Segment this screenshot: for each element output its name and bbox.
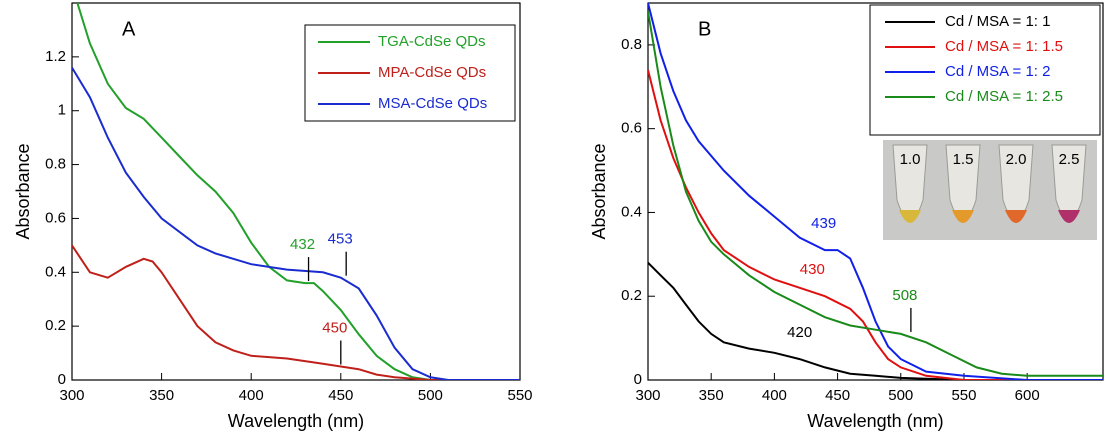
- tube-liquid: [899, 210, 921, 223]
- y-tick-label: 0.6: [45, 209, 66, 226]
- panel-label: B: [698, 18, 711, 40]
- annotation: 450: [322, 320, 347, 337]
- annotation: 432: [290, 236, 315, 253]
- y-tick-label: 0.2: [621, 287, 642, 304]
- y-tick-label: 0: [58, 371, 66, 388]
- annotation: 508: [892, 287, 917, 304]
- x-axis-label: Wavelength (nm): [807, 411, 943, 431]
- x-tick-label: 550: [951, 387, 976, 404]
- x-tick-label: 350: [149, 387, 174, 404]
- x-tick-label: 550: [507, 387, 532, 404]
- y-tick-label: 0.6: [621, 120, 642, 137]
- x-tick-label: 300: [59, 387, 84, 404]
- x-tick-label: 500: [888, 387, 913, 404]
- legend-label: Cd / MSA = 1: 2: [945, 63, 1050, 80]
- y-tick-label: 0: [634, 371, 642, 388]
- x-tick-label: 500: [418, 387, 443, 404]
- x-tick-label: 450: [328, 387, 353, 404]
- plot-frame: [71, 2, 521, 381]
- series-line: [648, 3, 1103, 380]
- x-tick-label: 350: [699, 387, 724, 404]
- series-line: [72, 67, 520, 380]
- annotation: 420: [787, 324, 812, 341]
- series-line: [648, 261, 1103, 380]
- x-tick-label: 600: [1015, 387, 1040, 404]
- y-tick-label: 1: [58, 102, 66, 119]
- y-axis-label: Absorbance: [589, 143, 609, 239]
- tube-liquid: [1058, 210, 1080, 223]
- legend-label: Cd / MSA = 1: 1.5: [945, 38, 1063, 55]
- series-line: [648, 69, 1103, 380]
- legend-label: MSA-CdSe QDs: [378, 95, 487, 112]
- series-line: [72, 244, 520, 380]
- annotation: 430: [800, 261, 825, 278]
- inset-label: 1.5: [953, 151, 974, 168]
- legend-box: [869, 4, 1101, 136]
- tube-liquid: [952, 210, 974, 223]
- annotation: 439: [811, 215, 836, 232]
- y-tick-label: 0.4: [45, 263, 66, 280]
- inset-label: 2.5: [1059, 151, 1080, 168]
- y-tick-label: 0.8: [621, 36, 642, 53]
- plot-frame: [647, 2, 1104, 381]
- x-tick-label: 400: [239, 387, 264, 404]
- x-tick-label: 400: [762, 387, 787, 404]
- y-tick-label: 1.2: [45, 48, 66, 65]
- legend-label: Cd / MSA = 1: 2.5: [945, 88, 1063, 105]
- panel-label: A: [122, 18, 136, 40]
- y-tick-label: 0.2: [45, 317, 66, 334]
- legend-label: MPA-CdSe QDs: [378, 64, 486, 81]
- x-axis-label: Wavelength (nm): [228, 411, 364, 431]
- inset-label: 1.0: [900, 151, 921, 168]
- x-tick-label: 300: [635, 387, 660, 404]
- annotation: 453: [328, 231, 353, 248]
- y-tick-label: 0.4: [621, 203, 642, 220]
- inset-label: 2.0: [1006, 151, 1027, 168]
- y-tick-label: 0.8: [45, 156, 66, 173]
- x-tick-label: 450: [825, 387, 850, 404]
- y-axis-label: Absorbance: [13, 143, 33, 239]
- tube-liquid: [1005, 210, 1027, 223]
- legend-label: Cd / MSA = 1: 1: [945, 13, 1050, 30]
- series-line: [648, 11, 1103, 377]
- legend-label: TGA-CdSe QDs: [378, 33, 486, 50]
